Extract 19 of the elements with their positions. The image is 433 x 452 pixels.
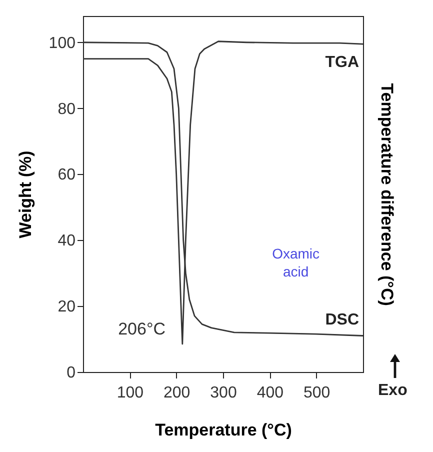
y-tick-label: 20	[58, 298, 76, 316]
x-tick-label: 300	[210, 384, 237, 402]
y-tick-label: 60	[58, 166, 76, 184]
y-tick-label: 80	[58, 100, 76, 118]
series-label: DSC	[325, 312, 360, 329]
y-tick-label: 40	[58, 232, 76, 250]
series-label: TGA	[325, 54, 360, 72]
y2-axis-title: Temperature difference (°C)	[378, 83, 396, 306]
x-tick-label: 100	[116, 384, 144, 402]
x-tick-label: 500	[303, 384, 330, 402]
y-tick-label: 0	[66, 364, 76, 382]
annotation: 206°C	[118, 319, 166, 338]
y-axis-title: Weight (%)	[16, 150, 35, 238]
x-tick-label: 400	[256, 384, 284, 402]
annotation: Oxamic acid	[272, 246, 320, 280]
x-tick-label: 200	[163, 384, 190, 402]
y-tick-label: 100	[48, 34, 76, 52]
x-axis-title: Temperature (°C)	[155, 420, 292, 440]
text: Exo	[378, 382, 408, 400]
